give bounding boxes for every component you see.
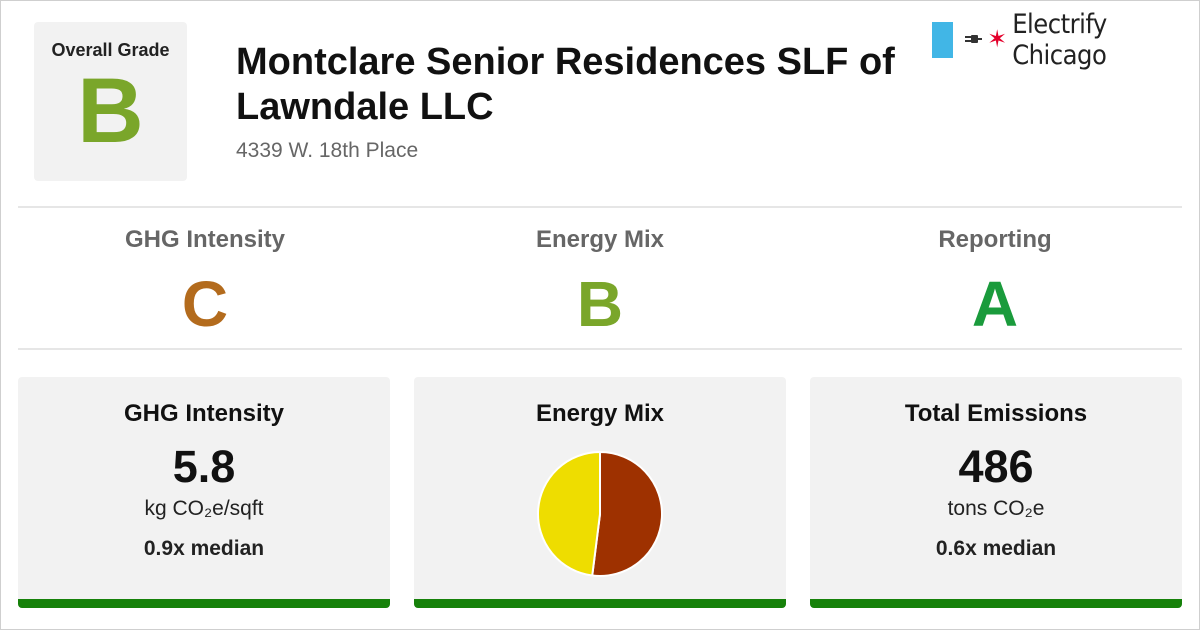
ghg-intensity-card: GHG Intensity 5.8 kg CO₂e/sqft 0.9x medi… (18, 377, 390, 608)
card-accent-bar (810, 599, 1182, 608)
ghg-intensity-unit: kg CO₂e/sqft (144, 497, 264, 520)
total-emissions-unit: tons CO₂e (947, 497, 1045, 520)
sub-grade-reporting: Reporting A (795, 226, 1195, 336)
card-title: Total Emissions (904, 400, 1088, 427)
brand-name: Electrify Chicago (1012, 9, 1107, 71)
overall-grade-label: Overall Grade (51, 40, 170, 60)
energy-mix-pie-svg (537, 450, 663, 577)
energy-mix-card: Energy Mix (414, 377, 786, 608)
energy-mix-pie (536, 450, 664, 578)
card-title: Energy Mix (535, 400, 665, 427)
ghg-intensity-median: 0.9x median (143, 537, 265, 560)
total-emissions-median: 0.6x median (935, 537, 1057, 560)
sub-grade-letter: A (971, 268, 1019, 340)
plug-icon (963, 32, 983, 49)
divider-top (18, 206, 1182, 208)
card-accent-bar (414, 599, 786, 608)
star-icon: ✶ (987, 26, 1008, 53)
total-emissions-value: 486 (958, 441, 1034, 492)
chicago-flag-icon (932, 22, 954, 58)
overall-grade-box: Overall Grade B (34, 22, 187, 181)
ghg-intensity-value: 5.8 (172, 441, 236, 492)
brand-logo[interactable]: ✶ Electrify Chicago (932, 9, 1200, 71)
total-emissions-card: Total Emissions 486 tons CO₂e 0.6x media… (810, 377, 1182, 608)
sub-grade-letter: C (181, 268, 229, 340)
sub-grade-energy-mix: Energy Mix B (400, 226, 800, 336)
divider-middle (18, 348, 1182, 350)
building-name: Montclare Senior Residences SLF of Lawnd… (236, 41, 895, 128)
card-title: GHG Intensity (123, 400, 285, 427)
building-address: 4339 W. 18th Place (236, 139, 419, 162)
sub-grade-label: Energy Mix (535, 226, 665, 253)
pie-slice-1 (537, 450, 601, 577)
sub-grade-label: GHG Intensity (124, 226, 286, 253)
card-accent-bar (18, 599, 390, 608)
pie-slice-0 (591, 450, 663, 577)
sub-grade-letter: B (576, 268, 624, 340)
sub-grade-label: Reporting (938, 226, 1052, 253)
sub-grade-ghg: GHG Intensity C (5, 226, 405, 336)
overall-grade-letter: B (77, 60, 144, 162)
